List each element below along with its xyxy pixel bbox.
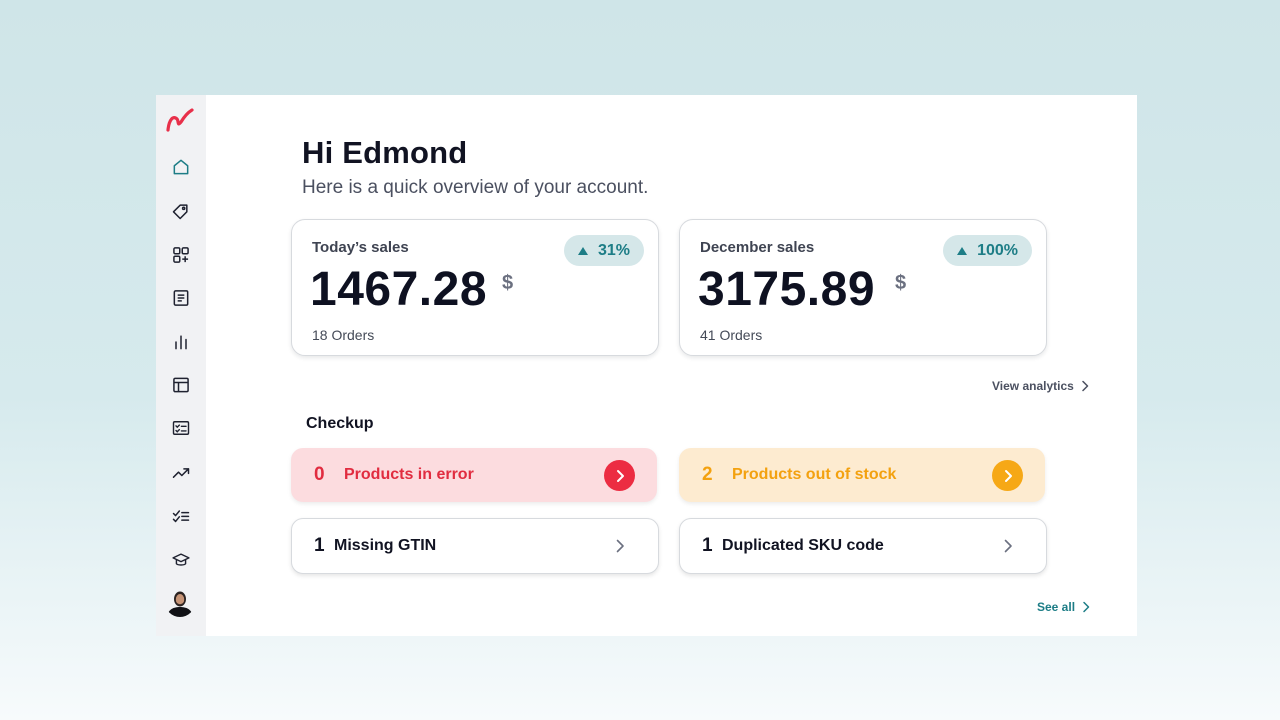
checkup-title: Checkup xyxy=(306,415,374,432)
apps-add-icon[interactable] xyxy=(169,243,193,267)
page-title: Hi Edmond xyxy=(302,135,468,170)
stat-value: 1467.28 xyxy=(310,263,488,316)
app-window: Hi Edmond Here is a quick overview of yo… xyxy=(156,95,1137,636)
checkup-label: Products out of stock xyxy=(732,466,897,483)
trend-badge: 100% xyxy=(943,235,1032,266)
december-sales-card[interactable]: December sales 100% 3175.89 $ 41 Orders xyxy=(679,219,1047,356)
stat-currency: $ xyxy=(895,272,907,294)
main-content: Hi Edmond Here is a quick overview of yo… xyxy=(206,95,1137,636)
products-out-of-stock-card[interactable]: 2 Products out of stock xyxy=(679,448,1045,502)
checklist-card-icon[interactable] xyxy=(169,416,193,440)
chevron-right-circle-icon[interactable] xyxy=(604,460,635,491)
missing-gtin-card[interactable]: 1 Missing GTIN xyxy=(291,518,659,574)
chevron-right-icon xyxy=(1083,601,1090,613)
checkup-count: 1 xyxy=(314,535,325,556)
chevron-right-icon xyxy=(1082,380,1089,392)
bar-chart-icon[interactable] xyxy=(169,330,193,354)
trend-value: 100% xyxy=(977,241,1018,259)
page-subtitle: Here is a quick overview of your account… xyxy=(302,177,649,198)
trending-up-icon[interactable] xyxy=(169,461,193,485)
checkup-count: 1 xyxy=(702,535,713,556)
trend-badge: 31% xyxy=(563,235,644,266)
chevron-right-icon xyxy=(1004,539,1012,553)
stat-value: 3175.89 xyxy=(698,263,876,316)
stat-label: December sales xyxy=(700,239,815,256)
stat-label: Today’s sales xyxy=(312,239,409,256)
home-icon[interactable] xyxy=(169,155,193,179)
checkup-count: 2 xyxy=(702,464,713,485)
todays-sales-card[interactable]: Today’s sales 31% 1467.28 $ 18 Orders xyxy=(291,219,659,356)
stat-orders: 41 Orders xyxy=(700,327,763,343)
chevron-right-circle-icon[interactable] xyxy=(992,460,1023,491)
checkup-count: 0 xyxy=(314,464,325,485)
brand-logo-icon[interactable] xyxy=(165,106,195,134)
see-all-link[interactable]: See all xyxy=(1037,600,1091,614)
trend-up-icon xyxy=(957,246,968,255)
duplicated-sku-card[interactable]: 1 Duplicated SKU code xyxy=(679,518,1047,574)
view-analytics-label: View analytics xyxy=(992,379,1074,393)
view-analytics-link[interactable]: View analytics xyxy=(992,379,1090,393)
trend-up-icon xyxy=(577,246,588,255)
checkup-label: Duplicated SKU code xyxy=(722,537,884,554)
chevron-right-icon xyxy=(616,539,624,553)
checkup-label: Missing GTIN xyxy=(334,537,437,554)
layout-icon[interactable] xyxy=(169,373,193,397)
checkup-label: Products in error xyxy=(344,466,474,483)
trend-value: 31% xyxy=(597,241,630,259)
see-all-label: See all xyxy=(1037,600,1076,614)
graduation-cap-icon[interactable] xyxy=(169,548,193,572)
document-icon[interactable] xyxy=(169,286,193,310)
task-list-icon[interactable] xyxy=(169,504,193,528)
products-in-error-card[interactable]: 0 Products in error xyxy=(291,448,657,502)
stat-currency: $ xyxy=(502,272,514,294)
sidebar xyxy=(156,95,206,636)
tag-icon[interactable] xyxy=(169,199,193,223)
user-avatar[interactable] xyxy=(165,587,195,617)
stat-orders: 18 Orders xyxy=(312,327,375,343)
